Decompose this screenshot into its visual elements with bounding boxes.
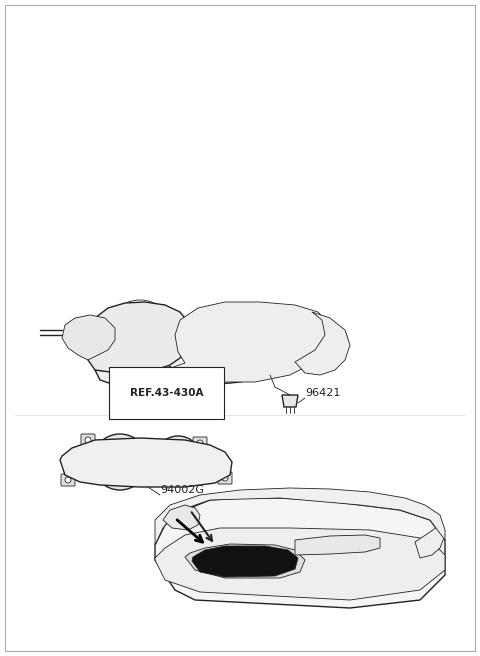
Polygon shape bbox=[165, 302, 330, 382]
Text: 94002G: 94002G bbox=[160, 485, 204, 495]
FancyBboxPatch shape bbox=[81, 434, 95, 446]
Circle shape bbox=[320, 332, 340, 352]
FancyBboxPatch shape bbox=[391, 542, 409, 554]
Polygon shape bbox=[295, 312, 350, 375]
Polygon shape bbox=[415, 525, 445, 558]
Circle shape bbox=[148, 448, 162, 462]
Circle shape bbox=[154, 436, 202, 484]
Circle shape bbox=[200, 320, 240, 360]
Polygon shape bbox=[62, 315, 115, 360]
Polygon shape bbox=[155, 528, 445, 600]
Circle shape bbox=[247, 320, 283, 356]
Polygon shape bbox=[282, 395, 298, 407]
Circle shape bbox=[85, 437, 91, 443]
Polygon shape bbox=[295, 535, 380, 555]
Polygon shape bbox=[155, 488, 445, 545]
Circle shape bbox=[143, 455, 157, 469]
Circle shape bbox=[316, 543, 324, 551]
Circle shape bbox=[92, 434, 148, 490]
Polygon shape bbox=[155, 498, 445, 608]
Circle shape bbox=[303, 544, 311, 552]
Circle shape bbox=[329, 542, 337, 550]
Polygon shape bbox=[185, 544, 305, 578]
Circle shape bbox=[312, 324, 348, 360]
FancyBboxPatch shape bbox=[193, 437, 207, 449]
Polygon shape bbox=[95, 305, 335, 387]
FancyBboxPatch shape bbox=[381, 544, 399, 556]
Circle shape bbox=[258, 331, 272, 345]
Polygon shape bbox=[85, 302, 190, 372]
FancyBboxPatch shape bbox=[61, 474, 75, 486]
Polygon shape bbox=[192, 546, 298, 577]
Circle shape bbox=[174, 456, 182, 464]
Circle shape bbox=[65, 477, 71, 483]
Text: 96421: 96421 bbox=[305, 388, 340, 398]
Circle shape bbox=[197, 440, 203, 446]
FancyBboxPatch shape bbox=[218, 472, 232, 484]
Circle shape bbox=[140, 453, 160, 473]
Circle shape bbox=[115, 457, 125, 467]
Text: REF.43-430A: REF.43-430A bbox=[130, 388, 204, 398]
Polygon shape bbox=[163, 505, 200, 530]
Circle shape bbox=[222, 475, 228, 481]
Circle shape bbox=[212, 332, 228, 348]
Polygon shape bbox=[60, 438, 232, 487]
